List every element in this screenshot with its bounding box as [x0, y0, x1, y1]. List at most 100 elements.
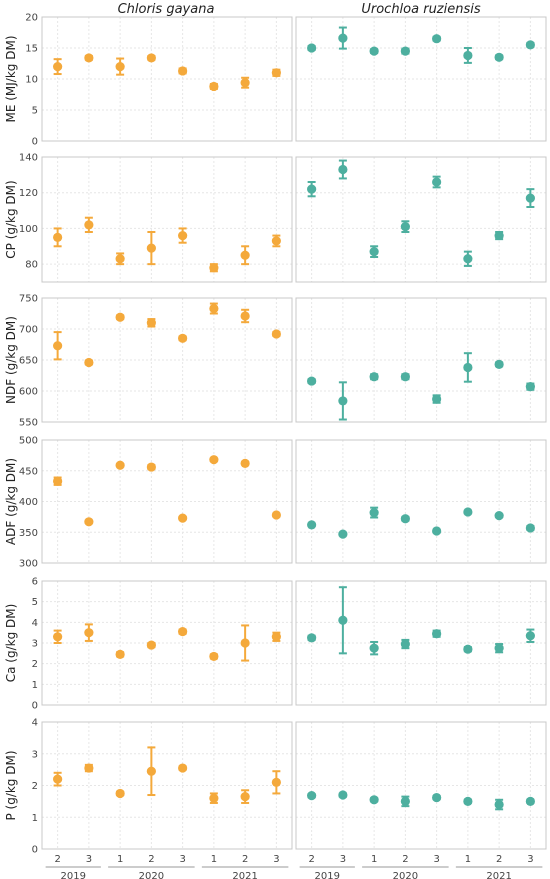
y-tick-label: 6 [32, 577, 38, 588]
data-point [115, 460, 125, 470]
y-tick-label: 80 [25, 260, 38, 271]
data-point [369, 372, 379, 382]
data-point [115, 254, 125, 264]
data-point [400, 372, 410, 382]
data-point-group [463, 507, 473, 517]
data-point-group [369, 640, 379, 656]
data-point [271, 510, 281, 520]
data-point-group [369, 372, 379, 382]
panel-row: NDF (g/kg DM) 550 600 650 700 750 [4, 294, 547, 429]
data-point-group [338, 159, 348, 180]
panel [295, 721, 547, 850]
data-point-group [525, 188, 535, 208]
data-point-group [84, 623, 94, 642]
data-point [271, 236, 281, 246]
data-point-group [271, 510, 281, 520]
data-point-group [494, 52, 504, 62]
panel-border [41, 156, 293, 283]
panel-border [41, 439, 293, 564]
panel [295, 16, 547, 142]
data-point [338, 164, 348, 175]
data-point-group [463, 47, 473, 64]
data-point [432, 394, 442, 404]
data-point [209, 793, 219, 803]
data-point [240, 458, 250, 468]
data-point [178, 627, 188, 637]
data-point [271, 68, 281, 78]
data-point-group [432, 792, 442, 803]
y-tick-label: 3 [32, 749, 38, 760]
data-point [463, 254, 473, 264]
data-point [338, 529, 348, 539]
y-tick-label: 4 [32, 718, 38, 729]
data-point [463, 644, 473, 654]
data-point-group [432, 34, 442, 44]
y-tick-label: 300 [19, 559, 38, 570]
panel [41, 297, 293, 423]
data-point [178, 513, 188, 523]
y-tick-label: 400 [19, 497, 38, 508]
data-point [369, 507, 379, 518]
data-point [338, 396, 348, 406]
data-point [463, 796, 473, 806]
y-tick-label: 120 [19, 188, 38, 199]
data-point-group [240, 458, 250, 468]
panel-border [295, 580, 547, 706]
data-point [240, 638, 250, 648]
panel [41, 156, 293, 283]
x-tick-label: 3 [86, 854, 92, 865]
y-tick-label: 450 [19, 466, 38, 477]
data-point-group [115, 252, 125, 266]
data-point-group [400, 638, 410, 650]
data-point [369, 247, 379, 257]
data-point-group [209, 792, 219, 804]
panel [295, 580, 547, 706]
x-tick-label: 1 [465, 854, 471, 865]
data-point [494, 643, 504, 653]
y-tick-label: 2 [32, 781, 38, 792]
data-point-group [525, 40, 535, 50]
data-point-group [338, 26, 348, 50]
data-point-group [84, 53, 94, 63]
panel-row: ME (MJ/kg DM) 0 5 10 15 20 [4, 13, 547, 148]
data-point-group [432, 175, 442, 189]
data-point-group [178, 513, 188, 523]
data-point [240, 792, 250, 802]
data-point-group [115, 788, 125, 799]
panel [295, 297, 547, 423]
panel-border [41, 16, 293, 142]
data-point [494, 359, 504, 369]
data-point-group [369, 245, 379, 258]
x-tick-label: 1 [371, 854, 377, 865]
data-point-group [146, 746, 156, 797]
data-point [178, 333, 188, 343]
data-point-group [115, 312, 125, 322]
data-point [84, 517, 94, 527]
data-point [494, 230, 504, 241]
x-tick-label: 2 [148, 854, 154, 865]
y-tick-label: 550 [19, 418, 38, 429]
panel-row: CP (g/kg DM) 80 100 120 140 [4, 153, 547, 283]
data-point [525, 382, 535, 392]
data-point [494, 799, 504, 810]
data-point-group [271, 631, 281, 642]
data-point [240, 250, 250, 260]
x-tick-label: 2 [242, 854, 248, 865]
data-point-group [338, 381, 348, 421]
data-point [53, 632, 63, 642]
panel-border [295, 156, 547, 283]
data-point-group [400, 220, 410, 233]
panel [295, 156, 547, 283]
data-point-group [209, 263, 219, 273]
data-point [84, 628, 94, 638]
data-point [525, 796, 535, 806]
data-point-group [178, 333, 188, 343]
data-point-group [240, 789, 250, 804]
facet-title-chloris: Chloris gayana [118, 2, 215, 17]
panel-border [41, 721, 293, 850]
data-point-group [240, 245, 250, 266]
data-point [146, 243, 156, 253]
y-axis-label: P (g/kg DM) [4, 750, 18, 820]
y-axis-label: NDF (g/kg DM) [4, 316, 18, 404]
panel-border [295, 721, 547, 850]
